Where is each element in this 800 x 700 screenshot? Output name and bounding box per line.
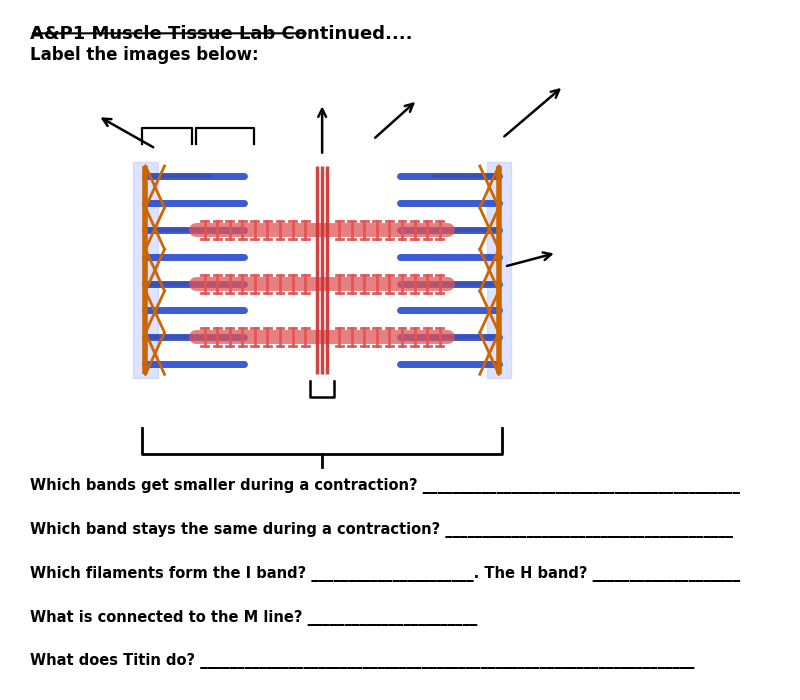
- Text: Which band stays the same during a contraction? ________________________________: Which band stays the same during a contr…: [30, 522, 733, 538]
- Text: What does Titin do? ____________________________________________________________: What does Titin do? ____________________…: [30, 654, 694, 669]
- Text: What is connected to the M line? _______________________: What is connected to the M line? _______…: [30, 610, 478, 626]
- Text: Which bands get smaller during a contraction? __________________________________: Which bands get smaller during a contrac…: [30, 479, 740, 494]
- Bar: [486, 162, 511, 378]
- Text: Label the images below:: Label the images below:: [30, 46, 258, 64]
- Text: A&P1 Muscle Tissue Lab Continued....: A&P1 Muscle Tissue Lab Continued....: [30, 25, 413, 43]
- Text: Which filaments form the I band? ______________________. The H band? ___________: Which filaments form the I band? _______…: [30, 566, 740, 582]
- Bar: [134, 162, 158, 378]
